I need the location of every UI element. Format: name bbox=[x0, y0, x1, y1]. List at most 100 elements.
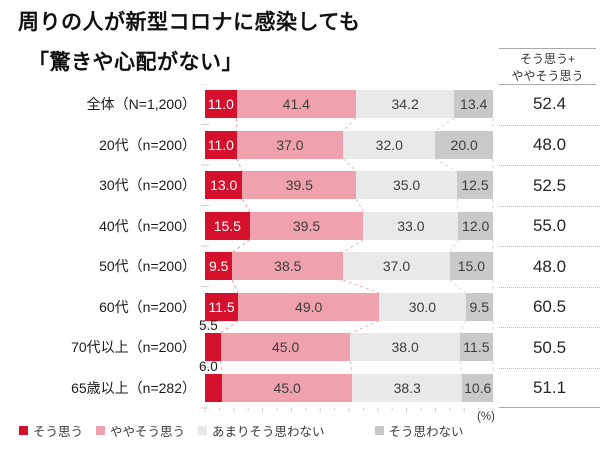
sum-value: 60.5 bbox=[499, 286, 600, 328]
segment-label: 9.5 bbox=[469, 298, 490, 315]
segment-label: 11.5 bbox=[208, 298, 235, 315]
bar-segment: 11.5 bbox=[205, 292, 239, 321]
segment-label: 20.0 bbox=[450, 136, 478, 153]
segment-label: 30.0 bbox=[408, 298, 437, 315]
bar-segment: 11.0 bbox=[205, 130, 237, 159]
chart-row: 20代（n=200） 11.0 37.0 32.0 20.0 48.0 bbox=[0, 124, 600, 166]
category-label: 40代（n=200） bbox=[99, 217, 196, 234]
segment-label: 12.0 bbox=[462, 217, 490, 234]
sum-header-line-2: ややそう思う bbox=[511, 69, 584, 84]
chart-rows: 全体（N=1,200） 11.0 41.4 34.2 13.4 52.4 20代（n=200… bbox=[0, 84, 600, 408]
bar-segment: 34.2 bbox=[355, 90, 455, 119]
sum-value: 52.4 bbox=[532, 94, 567, 114]
bar-segment: 49.0 bbox=[238, 292, 380, 321]
percent-unit-label: (%) bbox=[477, 411, 495, 423]
bar-segment: 20.0 bbox=[435, 130, 493, 159]
bar-segment: 45.0 bbox=[222, 373, 353, 402]
legend-swatch bbox=[374, 426, 384, 435]
category-label: 全体（N=1,200） bbox=[86, 96, 196, 113]
chart-row: 60代（n=200） 11.5 49.0 30.0 9.5 60.5 bbox=[0, 286, 600, 328]
segment-label: 11.5 bbox=[463, 339, 490, 356]
category-label: 70代以上（n=200） bbox=[71, 339, 196, 356]
bar-segment: 10.6 bbox=[462, 373, 493, 402]
legend-label: あまりそう思わない bbox=[212, 425, 325, 439]
bar-segment: 39.5 bbox=[249, 211, 364, 240]
bar: 13.0 39.5 35.0 12.5 bbox=[205, 171, 493, 200]
chart-row: 40代（n=200） 15.5 39.5 33.0 12.0 55.0 bbox=[0, 205, 600, 247]
segment-label: 39.5 bbox=[285, 177, 313, 194]
bar-segment: 12.5 bbox=[456, 171, 493, 200]
segment-label: 9.5 bbox=[208, 258, 229, 275]
segment-label: 15.0 bbox=[457, 258, 485, 275]
bar: 6.0 45.0 38.3 10.6 bbox=[199, 359, 493, 402]
bar-segment: 11.5 bbox=[459, 333, 493, 362]
segment-label: 34.2 bbox=[391, 96, 419, 113]
legend-swatch bbox=[19, 426, 28, 435]
category-label: 50代（n=200） bbox=[99, 258, 196, 275]
sum-header-line-1: そう思う+ bbox=[519, 52, 575, 66]
legend-item: ややそう思う bbox=[96, 421, 185, 440]
segment-label: 45.0 bbox=[272, 339, 300, 356]
bar: 11.5 49.0 30.0 9.5 bbox=[205, 292, 493, 321]
chart-row: 65歳以上（n=282） 6.0 45.0 38.3 10.6 51.1 bbox=[0, 359, 600, 408]
bar-segment: 12.0 bbox=[458, 211, 493, 240]
bar-segment: 41.4 bbox=[236, 90, 356, 119]
bar-segment: 38.3 bbox=[352, 373, 463, 402]
bar: 5.5 45.0 38.0 11.5 bbox=[199, 318, 493, 362]
bar-segment bbox=[205, 373, 223, 402]
legend-label: そう思う bbox=[33, 425, 84, 439]
sum-value: 52.5 bbox=[499, 165, 600, 206]
bar: 11.0 37.0 32.0 20.0 bbox=[205, 130, 493, 159]
segment-label: 38.3 bbox=[393, 379, 421, 396]
outside-segment-label: 6.0 bbox=[199, 358, 218, 374]
segment-label: 38.5 bbox=[274, 258, 302, 275]
bar-segment: 39.5 bbox=[242, 171, 357, 200]
bar: 15.5 39.5 33.0 12.0 bbox=[205, 211, 493, 240]
legend-label: ややそう思う bbox=[110, 425, 186, 439]
bar-segment: 15.5 bbox=[205, 211, 250, 240]
segment-label: 49.0 bbox=[295, 298, 323, 315]
segment-label: 38.0 bbox=[391, 339, 419, 356]
segment-label: 33.0 bbox=[397, 217, 425, 234]
legend-item: そう思わない bbox=[374, 421, 464, 440]
category-label: 60代（n=200） bbox=[99, 298, 196, 315]
sum-value: 48.0 bbox=[499, 246, 600, 287]
chart-row: 全体（N=1,200） 11.0 41.4 34.2 13.4 52.4 bbox=[0, 84, 600, 125]
bar-segment: 11.0 bbox=[205, 90, 237, 119]
chart-title: 周りの人が新型コロナに感染しても 「驚きや心配がない」 bbox=[18, 6, 360, 76]
segment-label: 41.4 bbox=[282, 96, 310, 113]
segment-label: 12.5 bbox=[461, 177, 489, 194]
sum-value: 55.0 bbox=[499, 205, 600, 247]
bar-segment: 32.0 bbox=[343, 130, 436, 159]
segment-label: 13.0 bbox=[210, 177, 238, 194]
bar-segment: 13.0 bbox=[205, 171, 243, 200]
bar-segment: 38.0 bbox=[350, 333, 460, 362]
bar-segment: 9.5 bbox=[465, 292, 493, 321]
segment-label: 32.0 bbox=[375, 136, 403, 153]
title-line-1: 周りの人が新型コロナに感染しても bbox=[18, 11, 361, 34]
legend: そう思う ややそう思う あまりそう思わない そう思わない bbox=[19, 421, 464, 440]
legend-swatch bbox=[96, 426, 106, 435]
bar-segment: 30.0 bbox=[379, 292, 466, 321]
sum-column-header: そう思う+ ややそう思う bbox=[499, 48, 596, 85]
bar: 9.5 38.5 37.0 15.0 bbox=[205, 252, 493, 281]
segment-label: 11.0 bbox=[207, 96, 234, 113]
legend-swatch bbox=[198, 426, 208, 435]
bar-segment: 37.0 bbox=[343, 252, 450, 281]
segment-label: 45.0 bbox=[273, 379, 301, 396]
sum-value: 48.0 bbox=[499, 124, 600, 166]
outside-segment-label: 5.5 bbox=[199, 318, 218, 334]
segment-label: 11.0 bbox=[207, 136, 234, 153]
chart-row: 70代以上（n=200） 5.5 45.0 38.0 11.5 50.5 bbox=[0, 318, 600, 368]
bar: 11.0 41.4 34.2 13.4 bbox=[205, 90, 493, 119]
segment-label: 35.0 bbox=[392, 177, 421, 194]
sum-value: 51.1 bbox=[499, 367, 600, 408]
bar-segment: 37.0 bbox=[236, 130, 344, 159]
title-line-2: 「驚きや心配がない」 bbox=[28, 51, 243, 74]
category-label: 20代（n=200） bbox=[99, 136, 196, 153]
segment-label: 15.5 bbox=[213, 217, 241, 234]
bar-segment: 33.0 bbox=[363, 211, 459, 240]
bar-segment: 38.5 bbox=[232, 252, 344, 281]
segment-label: 37.0 bbox=[382, 258, 411, 275]
category-label: 65歳以上（n=282） bbox=[71, 379, 196, 396]
